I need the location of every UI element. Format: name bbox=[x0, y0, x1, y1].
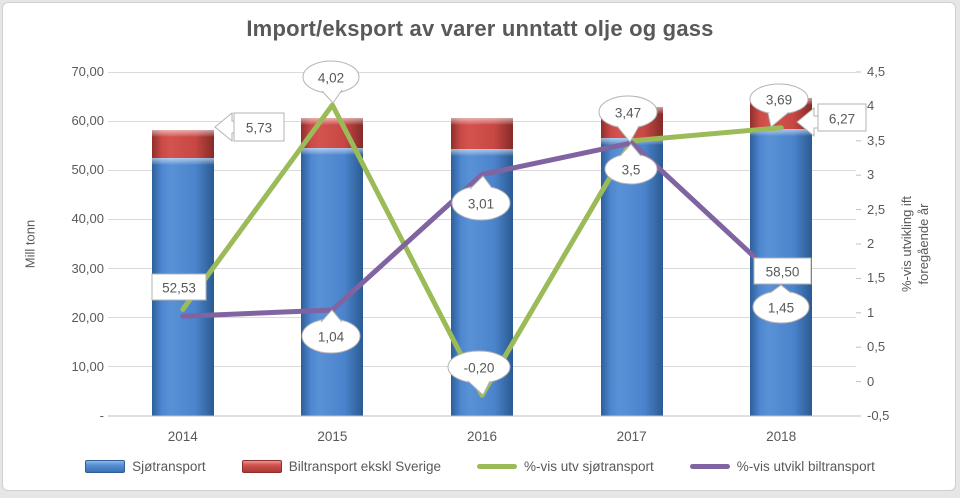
right-axis-tick: 0 bbox=[867, 373, 875, 389]
bar-sjotransport-2017 bbox=[600, 138, 663, 416]
bar-biltransport-2016 bbox=[451, 118, 513, 149]
left-axis-tick: 70,00 bbox=[71, 64, 104, 79]
rect-callout-shape bbox=[753, 257, 812, 285]
green-line-swatch-icon bbox=[477, 464, 517, 469]
callout-tail bbox=[616, 125, 640, 143]
rect-callout-shape bbox=[151, 273, 207, 301]
legend-item-pct-biltransport: %-vis utvikl biltransport bbox=[689, 459, 875, 474]
left-axis-tick: 10,00 bbox=[71, 358, 104, 374]
data-label-2016--vis-utv-sj-transport: -0,20 bbox=[463, 360, 495, 376]
legend-item-biltransport: Biltransport ekskl Sverige bbox=[241, 459, 441, 474]
right-axis-tick: 2 bbox=[867, 236, 875, 251]
right-axis-tick: 1 bbox=[867, 304, 875, 320]
callout-tail bbox=[767, 111, 790, 128]
data-label-2017--vis-utvikl-biltransport: 3,47 bbox=[614, 105, 642, 121]
data-label-2015--vis-utv-sj-transport: 4,02 bbox=[317, 70, 345, 86]
category-label: 2015 bbox=[317, 429, 348, 444]
callout-tail bbox=[320, 309, 343, 323]
legend-item-sjotransport: Sjøtransport bbox=[85, 459, 206, 474]
right-axis-tick: 4,5 bbox=[867, 64, 886, 79]
left-axis-tick: 30,00 bbox=[71, 260, 104, 276]
category-label: 2018 bbox=[766, 429, 797, 444]
rect-callout-shape bbox=[233, 112, 285, 142]
left-axis-tick: 50,00 bbox=[71, 162, 104, 178]
data-label-2018-biltransport-ekskl-sverige: 6,27 bbox=[828, 111, 856, 126]
purple-line-swatch-icon bbox=[689, 464, 730, 469]
blue-bar-swatch-icon bbox=[85, 460, 126, 473]
data-label-2015--vis-utvikl-biltransport: 1,04 bbox=[317, 329, 345, 345]
right-axis-tick: 0,5 bbox=[867, 339, 886, 355]
callout-tail bbox=[467, 380, 491, 396]
left-axis-tick: 40,00 bbox=[71, 211, 104, 227]
left-axis-tick: 60,00 bbox=[71, 113, 104, 129]
data-label-2017--vis-utv-sj-transport: 3,5 bbox=[621, 162, 641, 178]
legend-label-pct-sjotransport: %-vis utv sjøtransport bbox=[524, 459, 654, 474]
category-label: 2016 bbox=[466, 429, 498, 444]
left-axis-tick: - bbox=[99, 408, 104, 423]
red-bar-swatch-icon bbox=[241, 460, 282, 473]
legend-item-pct-sjotransport: %-vis utv sjøtransport bbox=[477, 459, 654, 474]
data-label-2016--vis-utvikl-biltransport: 3,01 bbox=[467, 196, 495, 212]
legend: Sjøtransport Biltransport ekskl Sverige … bbox=[0, 459, 960, 474]
legend-label-biltransport: Biltransport ekskl Sverige bbox=[288, 459, 441, 474]
data-label-2018--vis-utvikl-biltransport: 1,45 bbox=[767, 300, 795, 316]
data-label-2018-sj-transport: 58,50 bbox=[765, 264, 800, 280]
data-label-2014-sj-transport: 52,53 bbox=[162, 280, 196, 296]
rect-callout-shape bbox=[817, 103, 867, 132]
right-axis-tick: -0,5 bbox=[867, 408, 890, 423]
callout-tail bbox=[769, 284, 792, 294]
left-axis-tick: 20,00 bbox=[71, 309, 104, 325]
callout-tail bbox=[469, 175, 493, 190]
bar-biltransport-2014 bbox=[151, 129, 214, 158]
data-label-2014-biltransport-ekskl-sverige: 5,73 bbox=[245, 120, 273, 136]
right-axis-tick: 3,5 bbox=[867, 132, 886, 148]
gridline bbox=[108, 71, 856, 73]
bar-sjotransport-2015 bbox=[301, 147, 364, 416]
chart-title: Import/eksport av varer unntatt olje og … bbox=[246, 16, 714, 41]
legend-label-sjotransport: Sjøtransport bbox=[132, 459, 206, 474]
category-label: 2017 bbox=[616, 429, 647, 444]
line-sjotransport bbox=[180, 102, 784, 398]
right-axis-tick: 1,5 bbox=[867, 270, 886, 286]
data-label-2018--vis-utv-sj-transport: 3,69 bbox=[765, 92, 793, 108]
right-axis-tick: 2,5 bbox=[867, 201, 886, 217]
callout-tail bbox=[619, 143, 642, 157]
right-axis-tick: 4 bbox=[867, 98, 875, 114]
category-label: 2014 bbox=[167, 429, 198, 444]
line-biltransport bbox=[180, 140, 784, 319]
legend-label-pct-biltransport: %-vis utvikl biltransport bbox=[736, 459, 875, 474]
right-axis-tick: 3 bbox=[867, 167, 875, 183]
callout-tail bbox=[321, 89, 343, 104]
